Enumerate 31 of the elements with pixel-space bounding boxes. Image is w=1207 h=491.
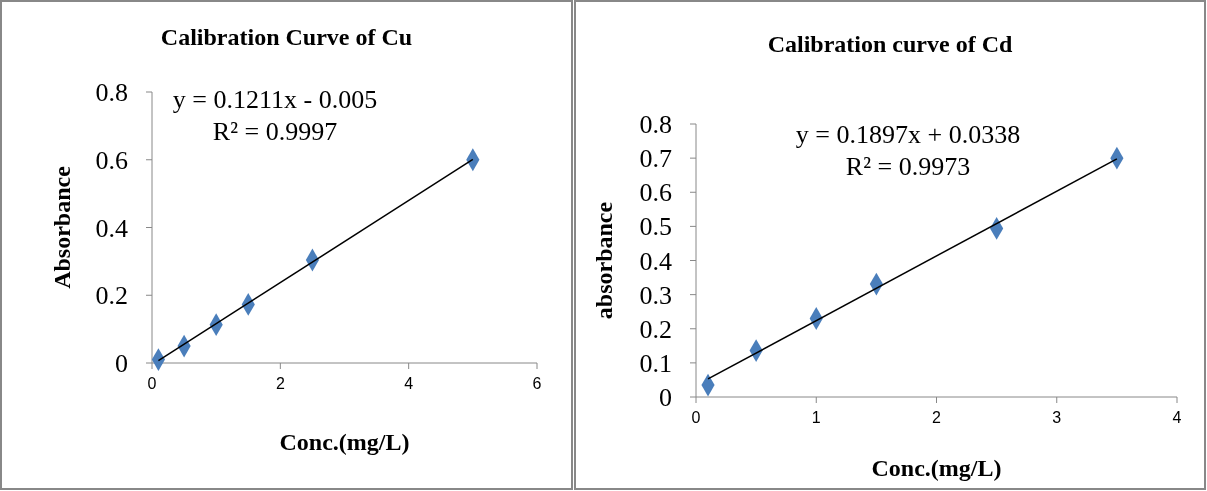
annotation: R² = 0.9973 — [845, 152, 971, 181]
x-tick-label: 0 — [691, 409, 701, 426]
chart-title: Calibration Curve of Cu — [160, 24, 413, 50]
annotation: y = 0.1897x + 0.0338 — [795, 120, 1021, 149]
y-tick-label: 0.2 — [639, 314, 672, 344]
y-tick-label: 0.3 — [639, 280, 672, 310]
y-tick-label: 0.6 — [639, 178, 672, 208]
annotation: R² = 0.9997 — [212, 117, 338, 146]
chart-title: Calibration curve of Cd — [767, 31, 1013, 57]
y-tick-label: 0.8 — [639, 110, 672, 140]
x-tick-label: 2 — [275, 375, 285, 392]
annotation: y = 0.1211x - 0.005 — [172, 85, 378, 114]
x-tick-label: 4 — [1172, 409, 1182, 426]
y-tick-label: 0.8 — [95, 78, 128, 108]
x-tick-label: 6 — [532, 375, 542, 392]
x-tick-label: 1 — [811, 409, 821, 426]
x-tick-label: 4 — [404, 375, 414, 392]
y-tick-label: 0.4 — [639, 246, 672, 276]
y-tick-label: 0.5 — [639, 212, 672, 242]
y-tick-label: 0.6 — [95, 145, 128, 175]
x-tick-label: 2 — [932, 409, 942, 426]
y-axis-title: Absorbance — [49, 165, 75, 289]
y-tick-label: 0.1 — [639, 348, 672, 378]
y-tick-label: 0.7 — [639, 144, 672, 174]
x-axis-title: Conc.(mg/L) — [279, 429, 410, 455]
x-tick-label: 0 — [147, 375, 157, 392]
x-axis-title: Conc.(mg/L) — [871, 455, 1002, 481]
x-tick-label: 3 — [1052, 409, 1062, 426]
y-tick-label: 0.4 — [95, 213, 128, 243]
y-axis-title: absorbance — [591, 201, 617, 320]
y-tick-label: 0.2 — [95, 281, 128, 311]
